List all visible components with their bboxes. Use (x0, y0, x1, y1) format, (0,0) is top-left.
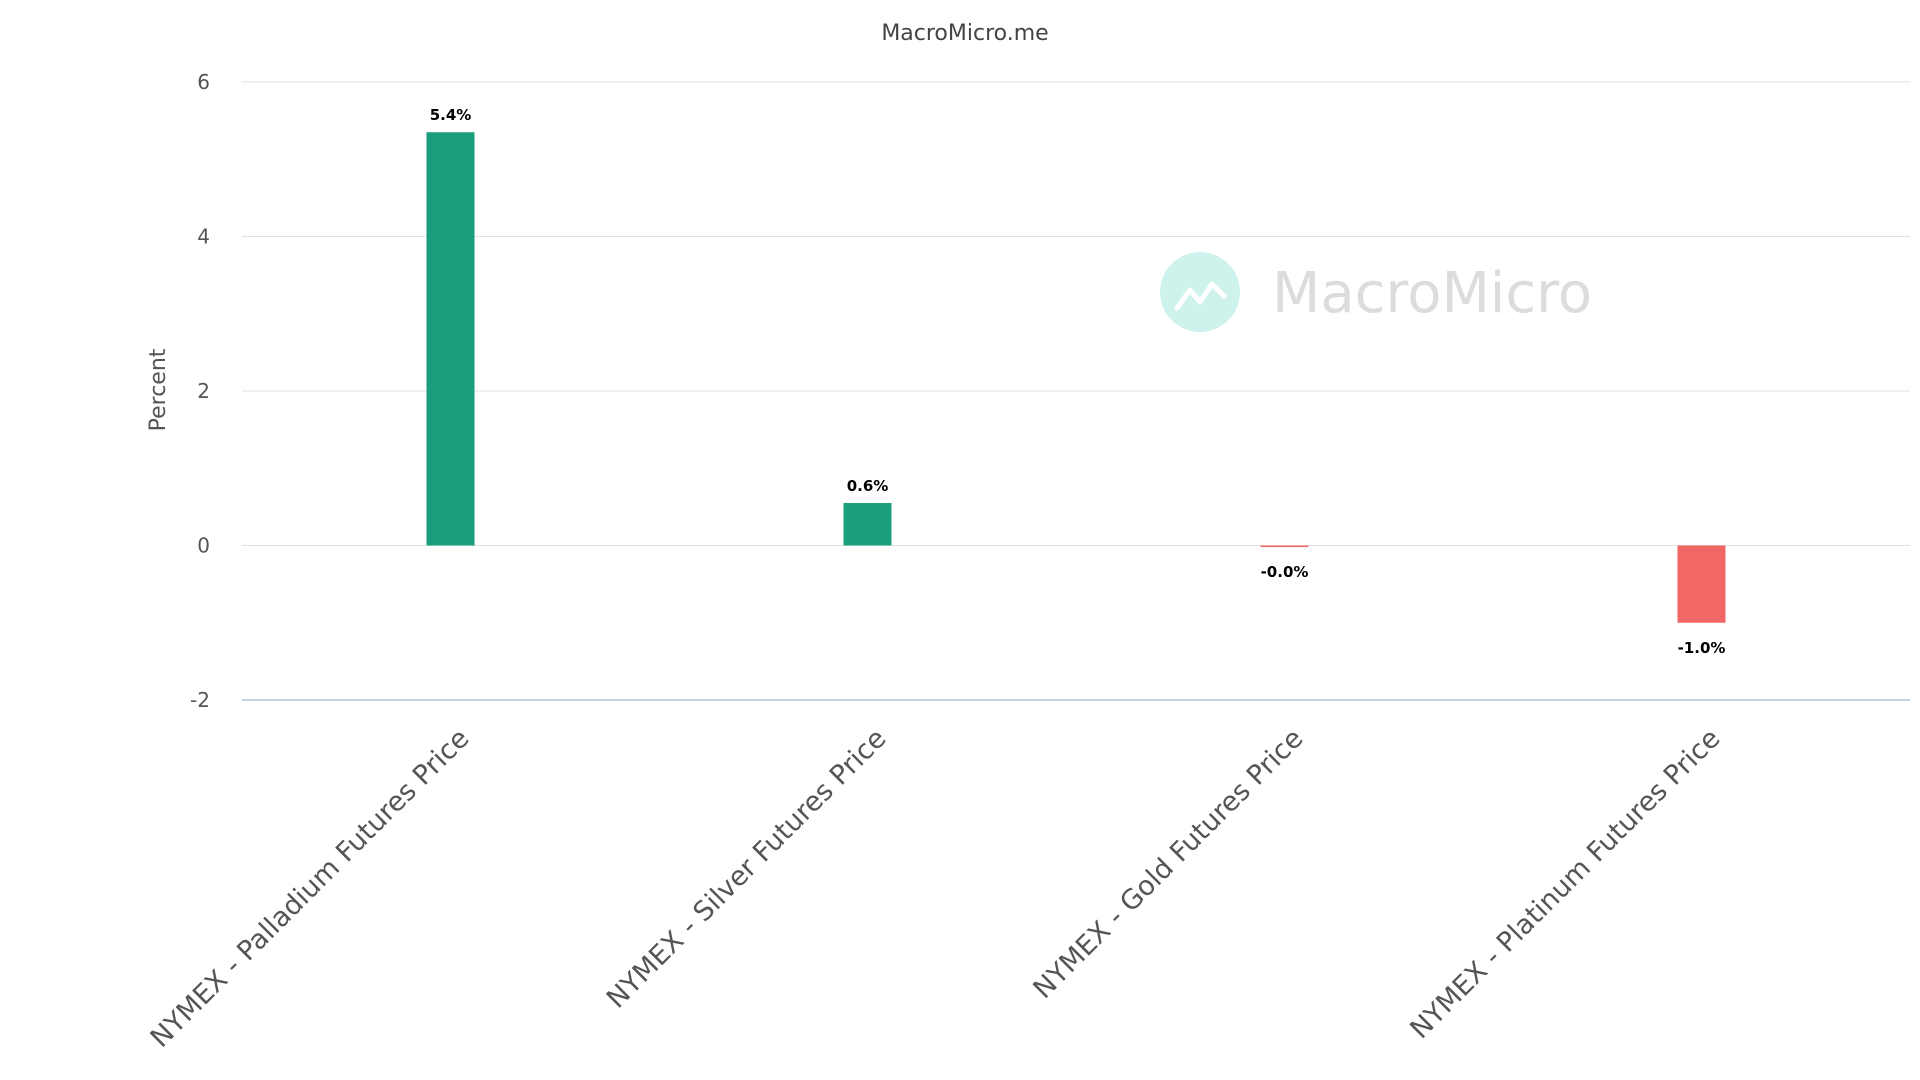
bar (1260, 545, 1309, 548)
y-tick-label: 2 (197, 379, 210, 403)
y-tick-label: 0 (197, 534, 210, 558)
watermark-text: MacroMicro (1272, 261, 1592, 326)
data-label: 0.6% (847, 477, 889, 495)
y-tick-label: 4 (197, 225, 210, 249)
y-tick-label: 6 (197, 70, 210, 94)
chart-credit: MacroMicro.me (881, 21, 1048, 46)
watermark: MacroMicro (1160, 252, 1592, 332)
data-labels: 5.4% 0.6% -0.0% -1.0% (430, 106, 1726, 657)
category-labels: NYMEX - Palladium Futures Price NYMEX - S… (145, 723, 1727, 1054)
data-label: -1.0% (1678, 639, 1726, 657)
bar (843, 503, 892, 546)
y-tick-label: -2 (190, 688, 210, 712)
x-category-label: NYMEX - Platinum Futures Price (1404, 723, 1726, 1045)
x-category-label: NYMEX - Silver Futures Price (601, 723, 893, 1015)
y-axis-ticks: -2 0 2 4 6 (190, 70, 210, 712)
line-chart-icon (1174, 281, 1227, 311)
watermark-logo-circle (1160, 252, 1240, 332)
x-category-label: NYMEX - Palladium Futures Price (145, 723, 476, 1054)
bar (426, 132, 475, 546)
bar (1677, 545, 1726, 623)
x-category-label: NYMEX - Gold Futures Price (1028, 723, 1310, 1005)
y-axis-label: Percent (146, 348, 171, 431)
grid-lines (242, 81, 1910, 701)
data-label: 5.4% (430, 106, 472, 124)
data-label: -0.0% (1261, 563, 1309, 581)
bar-series (426, 132, 1726, 623)
